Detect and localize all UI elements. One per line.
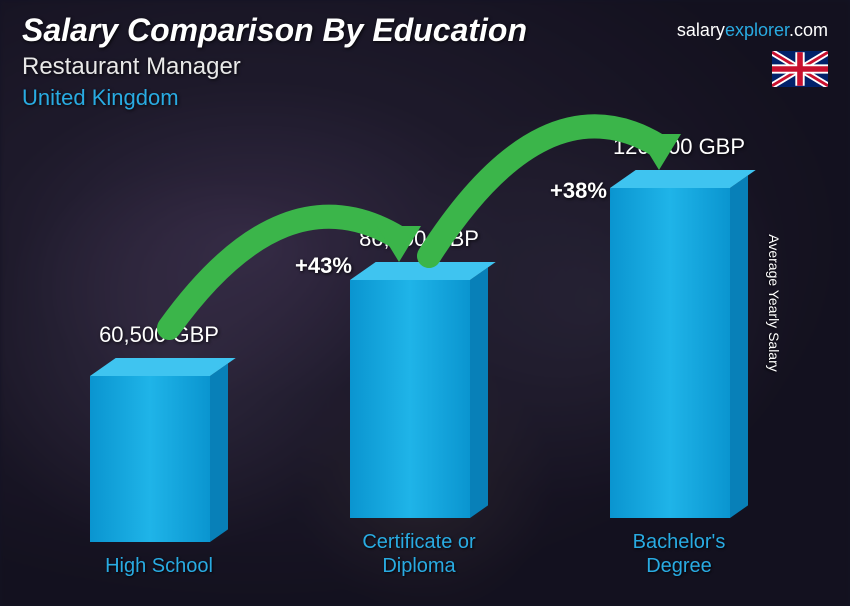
brand-block: salaryexplorer.com xyxy=(677,20,828,87)
increase-arrow-icon xyxy=(40,78,810,578)
percent-increase-badge: +38% xyxy=(550,178,607,204)
brand-prefix: salary xyxy=(677,20,725,40)
bar-chart: 60,500 GBPHigh School86,700 GBPCertifica… xyxy=(40,78,810,578)
content-root: Salary Comparison By Education Restauran… xyxy=(0,0,850,606)
brand-mid: explorer xyxy=(725,20,789,40)
brand-suffix: .com xyxy=(789,20,828,40)
percent-increase-badge: +43% xyxy=(295,253,352,279)
brand-logo-text: salaryexplorer.com xyxy=(677,20,828,41)
